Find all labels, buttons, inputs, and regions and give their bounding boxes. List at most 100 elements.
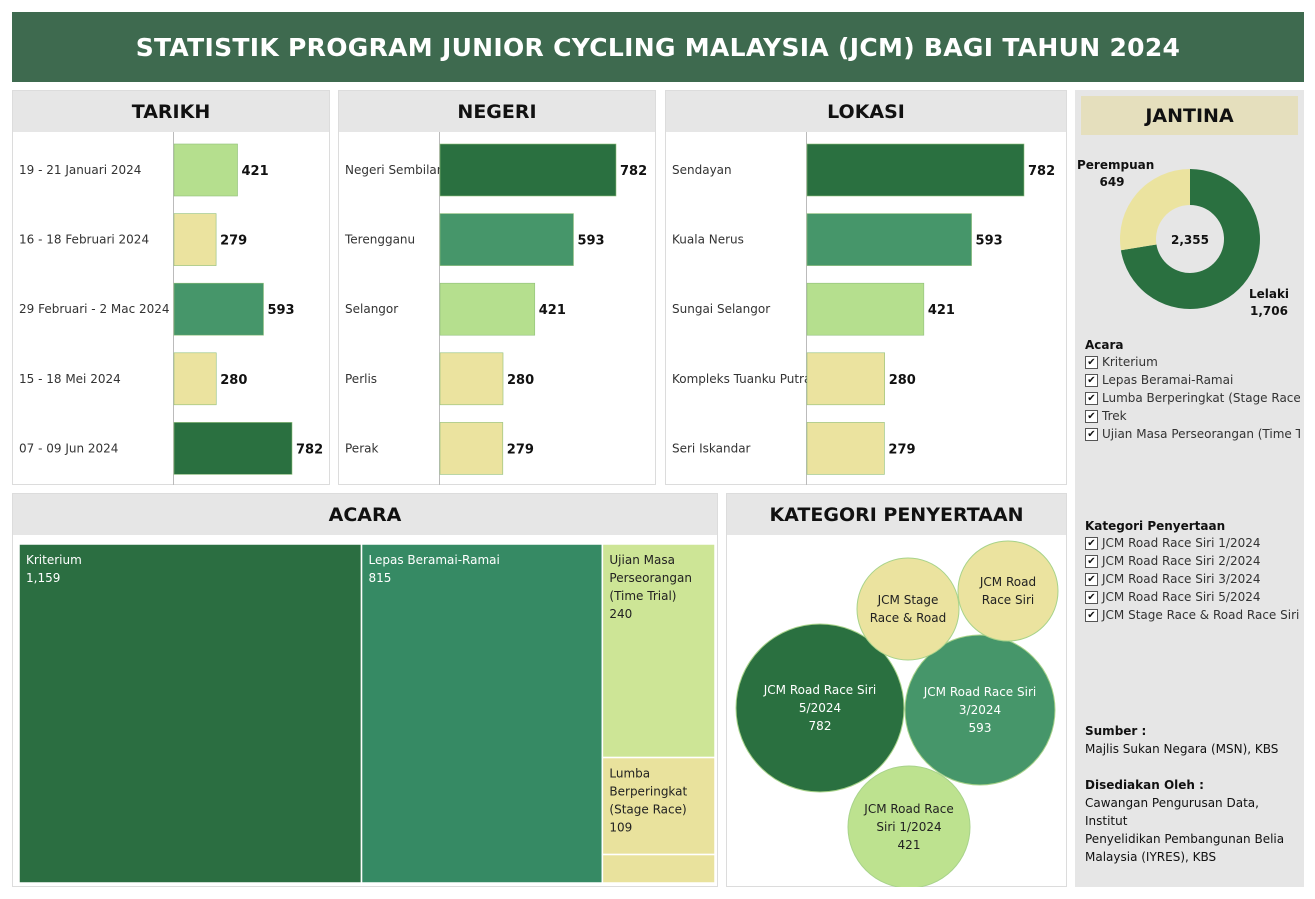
bar[interactable] [806,213,972,266]
kategori-title: KATEGORI PENYERTAAN [727,494,1066,535]
category-label: 16 - 18 Februari 2024 [19,233,149,247]
acara-title: ACARA [13,494,717,535]
category-label: Selangor [345,302,398,316]
category-label: Terengganu [344,233,415,247]
filter-item-label: JCM Road Race Siri 1/2024 [1102,536,1261,550]
negeri-title: NEGERI [339,91,655,132]
bar[interactable] [806,422,885,475]
filter-item-label: JCM Stage Race & Road Race Siri .. [1102,608,1300,622]
treemap-label: Lepas Beramai-Ramai 815 [369,553,500,585]
filter-item-label: Lepas Beramai-Ramai [1102,373,1234,387]
checkbox-icon[interactable]: ✔ [1085,391,1098,405]
bar[interactable] [173,282,264,336]
tarikh-panel: TARIKH 19 - 21 Januari 2024 421 16 - 18 Fe… [12,90,330,485]
filter-item-label: JCM Road Race Siri 5/2024 [1102,590,1261,604]
kategori-filter-item[interactable]: ✔ JCM Road Race Siri 3/2024 [1085,570,1300,588]
filter-item-label: JCM Road Race Siri 2/2024 [1102,554,1261,568]
kategori-filter-item[interactable]: ✔ JCM Road Race Siri 5/2024 [1085,588,1300,606]
category-label: Negeri Sembilan [345,163,444,177]
bar[interactable] [439,422,504,475]
bar[interactable] [173,352,217,406]
bubble[interactable] [735,623,905,793]
bar[interactable] [806,352,885,406]
bubble-label: JCM Road Race Siri 1/2024 421 [863,802,953,852]
acara-filter-item[interactable]: ✔ Trek [1085,407,1300,425]
sumber-text: Majlis Sukan Negara (MSN), KBS [1085,742,1279,756]
bubble-label: JCM Road Race Siri [979,575,1036,607]
bar[interactable] [439,282,536,336]
acara-filter-item[interactable]: ✔ Lumba Berperingkat (Stage Race) [1085,389,1300,407]
category-label: 07 - 09 Jun 2024 [19,441,118,455]
bar[interactable] [173,143,238,197]
category-label: Sungai Selangor [672,302,770,316]
acara-filter-item[interactable]: ✔ Ujian Masa Perseorangan (Time T.. [1085,425,1300,443]
bar-value-label: 593 [267,303,294,318]
checkbox-icon[interactable]: ✔ [1085,409,1098,423]
lokasi-title: LOKASI [666,91,1066,132]
category-label: Kuala Nerus [672,233,744,247]
treemap-cell[interactable] [601,756,716,856]
bar[interactable] [439,213,574,266]
filter-item-label: Trek [1102,409,1127,423]
category-label: 19 - 21 Januari 2024 [19,163,141,177]
negeri-chart: Negeri Sembilan 782 Terengganu 593 Selangor 4… [344,132,647,485]
category-label: Perlis [345,372,377,386]
bar-value-label: 279 [888,442,915,457]
disediakan-label: Disediakan Oleh : [1085,778,1204,792]
sumber-label: Sumber : [1085,724,1147,738]
acara-filter-item[interactable]: ✔ Lepas Beramai-Ramai [1085,371,1300,389]
category-label: Sendayan [672,163,732,177]
bubble[interactable] [904,634,1056,786]
bar-value-label: 782 [296,442,323,457]
perempuan-name: Perempuan [1077,158,1155,172]
treemap-cell[interactable] [601,853,716,884]
bubble[interactable] [856,557,960,661]
checkbox-icon[interactable]: ✔ [1085,572,1098,586]
donut-slice[interactable] [1120,169,1260,309]
donut-slice[interactable] [1120,169,1190,251]
treemap-label: Kriterium 1,159 [26,553,82,585]
checkbox-icon[interactable]: ✔ [1085,355,1098,369]
acara-treemap: Kriterium 1,159 Lepas Beramai-Ramai 815 Ujia… [18,543,716,884]
bubble[interactable] [957,540,1059,642]
checkbox-icon[interactable]: ✔ [1085,427,1098,441]
checkbox-icon[interactable]: ✔ [1085,608,1098,622]
bar-value-label: 279 [507,442,534,457]
bar[interactable] [439,352,504,406]
treemap-cell[interactable] [360,543,604,884]
filter-item-label: Ujian Masa Perseorangan (Time T.. [1102,427,1300,441]
lelaki-label: Lelaki 1,706 [1239,287,1299,318]
bar[interactable] [173,213,217,266]
disediakan-line-1: Cawangan Pengurusan Data, Institut [1085,796,1259,828]
acara-panel: ACARA Kriterium 1,159 Lepas Beramai-Ramai 8… [12,493,718,887]
bar-value-label: 593 [577,234,604,249]
bar[interactable] [173,422,293,475]
kategori-bubble-chart: JCM Road Race Siri 5/2024 782 JCM Road Race… [735,540,1059,887]
bar-value-label: 421 [539,303,566,318]
treemap-cell[interactable] [18,543,363,884]
jantina-donut-chart: 2,355 [1120,169,1260,309]
bar-value-label: 421 [242,164,269,179]
kategori-filter-item[interactable]: ✔ JCM Road Race Siri 1/2024 [1085,534,1300,552]
bar[interactable] [439,143,617,197]
bar-value-label: 280 [507,373,534,388]
disediakan-line-3: Malaysia (IYRES), KBS [1085,850,1217,864]
checkbox-icon[interactable]: ✔ [1085,373,1098,387]
page-title: STATISTIK PROGRAM JUNIOR CYCLING MALAYSI… [12,12,1304,82]
bar-value-label: 782 [1028,164,1055,179]
checkbox-icon[interactable]: ✔ [1085,536,1098,550]
bar-value-label: 421 [928,303,955,318]
checkbox-icon[interactable]: ✔ [1085,590,1098,604]
kategori-filter-item[interactable]: ✔ JCM Road Race Siri 2/2024 [1085,552,1300,570]
bar[interactable] [806,282,925,336]
lokasi-chart: Sendayan 782 Kuala Nerus 593 Sungai Selangor… [672,132,1055,485]
bubble[interactable] [847,765,971,887]
disediakan-line-2: Penyelidikan Pembangunan Belia [1085,832,1285,846]
lelaki-value: 1,706 [1250,304,1288,318]
checkbox-icon[interactable]: ✔ [1085,554,1098,568]
kategori-filter-item[interactable]: ✔ JCM Stage Race & Road Race Siri .. [1085,606,1300,624]
bar[interactable] [806,143,1025,197]
bubble-label: JCM Stage Race & Road [870,593,947,625]
bubble-label: JCM Road Race Siri 5/2024 782 [763,683,876,733]
acara-filter-item[interactable]: ✔ Kriterium [1085,353,1300,371]
